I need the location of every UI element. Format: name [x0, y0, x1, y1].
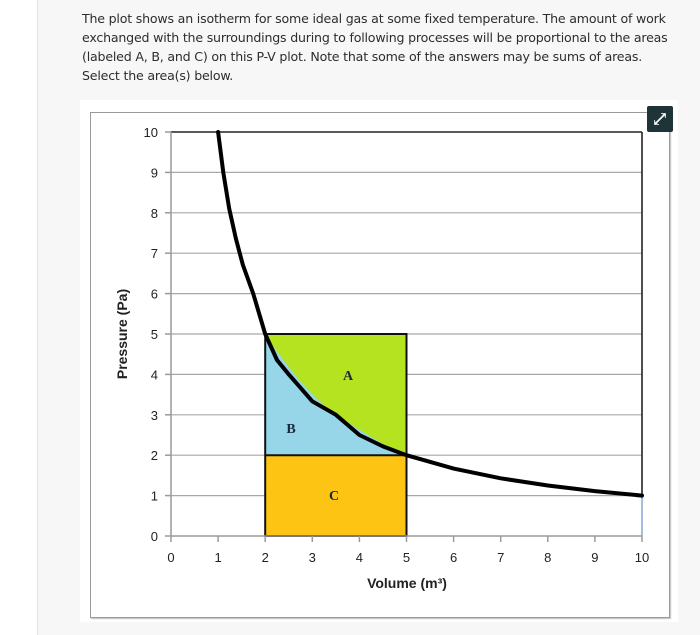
x-axis-title: Volume (m³)	[367, 575, 447, 591]
svg-text:7: 7	[151, 246, 158, 261]
svg-text:7: 7	[497, 550, 504, 565]
svg-text:5: 5	[403, 550, 410, 565]
svg-text:6: 6	[450, 550, 457, 565]
x-axis	[170, 535, 643, 542]
expand-image-button[interactable]	[647, 106, 673, 132]
x-tick-labels: 0 1 2 3 4 5 6 7 8 9 10	[167, 550, 649, 565]
svg-text:9: 9	[591, 550, 598, 565]
svg-text:10: 10	[635, 550, 649, 565]
isotherm-curve	[216, 130, 644, 498]
svg-text:2: 2	[262, 550, 269, 565]
y-axis-title: Pressure (Pa)	[114, 289, 130, 379]
svg-text:1: 1	[151, 489, 158, 504]
region-c	[265, 455, 407, 536]
y-tick-labels: 0 1 2 3 4 5 6 7 8 9 10	[144, 125, 158, 544]
svg-text:4: 4	[151, 367, 158, 382]
svg-text:0: 0	[167, 550, 174, 565]
svg-text:5: 5	[151, 327, 158, 342]
svg-text:2: 2	[151, 448, 158, 463]
question-text: The plot shows an isotherm for some idea…	[82, 11, 668, 83]
region-b	[265, 334, 407, 456]
svg-text:10: 10	[144, 125, 158, 140]
svg-text:6: 6	[151, 287, 158, 302]
svg-text:1: 1	[214, 550, 221, 565]
svg-text:8: 8	[151, 206, 158, 221]
svg-text:9: 9	[151, 165, 158, 180]
region-c-label: C	[329, 489, 339, 504]
y-axis	[165, 131, 172, 537]
svg-text:8: 8	[544, 550, 551, 565]
region-b-label: B	[286, 422, 295, 437]
region-a-label: A	[343, 369, 354, 384]
svg-text:4: 4	[356, 550, 363, 565]
svg-text:3: 3	[151, 408, 158, 423]
expand-arrows-icon	[654, 113, 666, 125]
svg-text:3: 3	[309, 550, 316, 565]
svg-text:0: 0	[151, 529, 158, 544]
